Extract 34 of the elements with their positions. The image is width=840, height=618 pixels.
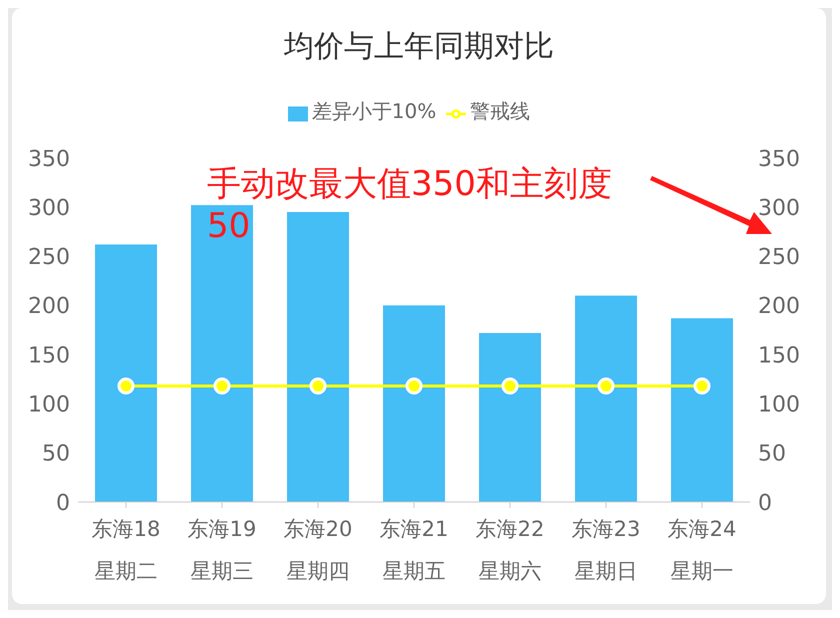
y2-tick-label: 200 <box>758 294 800 320</box>
annotation: 手动改最大值350和主刻度50 <box>207 163 613 247</box>
bar <box>287 212 349 502</box>
x-tick-label: 东海24 星期一 <box>668 517 736 583</box>
y2-tick-label: 250 <box>758 245 800 270</box>
y-tick-label: 250 <box>28 245 70 270</box>
chart-title: 均价与上年同期对比 <box>283 28 555 66</box>
legend-label: 差异小于10% <box>312 99 436 123</box>
y-tick-label: 200 <box>28 294 70 320</box>
x-tick-label: 东海21 星期五 <box>380 517 448 583</box>
legend-label: 警戒线 <box>470 99 530 123</box>
x-tick-label: 东海20 星期四 <box>284 517 352 583</box>
x-tick-label: 东海22 星期六 <box>476 517 544 583</box>
x-tick-label: 东海23 星期日 <box>572 517 640 583</box>
y-tick-label: 0 <box>56 490 70 516</box>
y2-tick-label: 300 <box>758 196 800 221</box>
y-tick-label: 100 <box>28 392 70 418</box>
y2-tick-label: 100 <box>758 392 800 418</box>
y2-tick-label: 350 <box>758 146 800 172</box>
y2-tick-label: 0 <box>758 490 772 516</box>
y-tick-label: 350 <box>28 146 70 172</box>
x-tick-label: 东海18 星期二 <box>92 517 160 583</box>
y2-tick-label: 50 <box>758 442 786 467</box>
bar <box>671 318 733 502</box>
y-tick-label: 300 <box>28 196 70 221</box>
y-tick-label: 150 <box>28 343 70 368</box>
y2-tick-label: 150 <box>758 343 800 368</box>
bar <box>191 205 253 502</box>
y-tick-label: 50 <box>42 442 70 467</box>
bar <box>575 296 637 502</box>
bar <box>479 332 541 502</box>
bar <box>383 305 445 502</box>
bar <box>95 244 157 502</box>
x-tick-label: 东海19 星期三 <box>188 517 256 583</box>
